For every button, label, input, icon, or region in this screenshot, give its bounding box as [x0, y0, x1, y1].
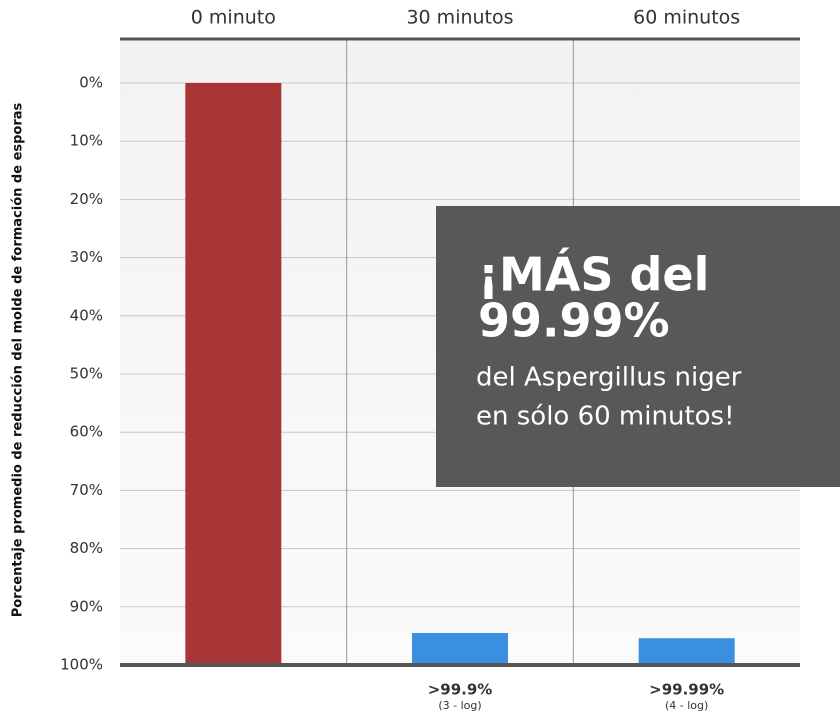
x-tick-label: 60 minutos — [633, 7, 740, 29]
y-tick-label: 40% — [70, 306, 103, 324]
callout-box — [436, 206, 840, 487]
y-tick-label: 0% — [79, 74, 103, 92]
y-tick-label: 20% — [70, 190, 103, 208]
callout-headline: 99.99% — [478, 294, 670, 348]
y-tick-label: 90% — [70, 597, 103, 615]
y-tick-label: 10% — [70, 132, 103, 150]
bar-note: >99.9% — [428, 681, 493, 699]
bar-note: >99.99% — [649, 681, 724, 699]
x-tick-label: 30 minutos — [406, 7, 513, 29]
callout-headline: ¡MÁS del — [478, 248, 709, 302]
bar-note-sub: (4 - log) — [665, 699, 708, 712]
y-tick-label: 50% — [70, 365, 103, 383]
x-tick-label: 0 minuto — [191, 7, 276, 29]
y-axis-label: Porcentaje promedio de reducción del mol… — [11, 102, 26, 617]
bar-note-sub: (3 - log) — [438, 699, 481, 712]
callout-line: del Aspergillus niger — [476, 363, 742, 393]
y-tick-label: 80% — [70, 539, 103, 557]
callout-line: en sólo 60 minutos! — [476, 402, 735, 432]
y-tick-label: 60% — [70, 423, 103, 441]
bar — [638, 638, 735, 665]
y-tick-label: 30% — [70, 248, 103, 266]
bar — [412, 632, 508, 665]
y-tick-label: 70% — [70, 481, 103, 499]
bar — [185, 83, 282, 665]
y-tick-label: 100% — [60, 656, 103, 674]
